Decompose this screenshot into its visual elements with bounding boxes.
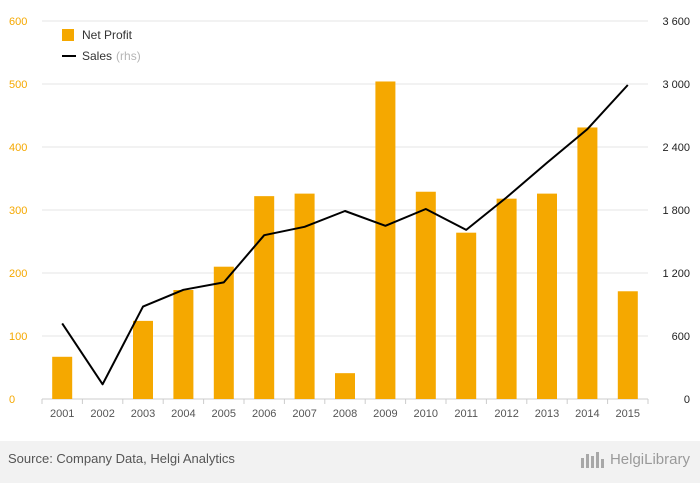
x-axis-tick-label: 2012: [494, 408, 518, 420]
x-axis-tick-label: 2011: [454, 408, 478, 420]
legend-label-sales-suffix: (rhs): [116, 49, 141, 63]
x-axis-tick-label: 2014: [575, 408, 599, 420]
left-axis-tick-label: 500: [9, 79, 27, 91]
bar: [496, 198, 517, 399]
x-axis-tick-label: 2004: [171, 408, 195, 420]
bar: [577, 127, 598, 399]
bar: [456, 232, 477, 399]
x-axis-tick-label: 2001: [50, 408, 74, 420]
legend-label-net-profit: Net Profit: [82, 28, 133, 42]
right-axis-tick-label: 1 200: [662, 268, 690, 280]
right-axis-tick-label: 0: [684, 394, 690, 406]
footer: Source: Company Data, Helgi Analytics He…: [0, 441, 700, 483]
x-axis-tick-label: 2008: [333, 408, 357, 420]
legend-label-sales: Sales (rhs): [82, 49, 141, 63]
right-axis-tick-label: 3 600: [662, 16, 690, 28]
bar: [415, 191, 436, 399]
x-axis-tick-label: 2006: [252, 408, 276, 420]
bar: [52, 356, 73, 399]
x-axis-tick-label: 2005: [212, 408, 236, 420]
right-axis-ticks: 0 600 1 200 1 800 2 400 3 000 3 600: [662, 16, 690, 406]
legend-label-sales-name: Sales: [82, 49, 112, 63]
left-axis-tick-label: 0: [9, 394, 15, 406]
x-axis-tick-label: 2013: [535, 408, 559, 420]
bar: [254, 196, 275, 399]
x-axis-tick-label: 2002: [90, 408, 114, 420]
x-axis-tick-label: 2010: [414, 408, 438, 420]
bar: [133, 320, 153, 399]
right-axis-tick-label: 2 400: [662, 142, 690, 154]
chart: 0 100 200 300 400 500 600 0 600 1 200 1 800 2 400 3…: [9, 16, 690, 420]
brand-name: HelgiLibrary: [609, 450, 690, 468]
x-axis-tick-label: 2015: [616, 408, 640, 420]
brand-logo[interactable]: HelgiLibrary: [580, 449, 690, 469]
right-axis-tick-label: 3 000: [662, 79, 690, 91]
line-series-sales: [61, 84, 629, 386]
x-axis-tick-label: 2009: [373, 408, 397, 420]
left-axis-tick-label: 400: [9, 142, 27, 154]
x-axis-ticks: 2001 2002 2003 2004 2005 2006 2007 2008 2009 2010…: [50, 408, 640, 420]
bar: [537, 193, 557, 399]
left-axis-tick-label: 300: [9, 205, 27, 217]
right-axis-tick-label: 600: [672, 331, 690, 343]
x-axis-tick-label: 2003: [131, 408, 155, 420]
left-axis-tick-label: 100: [9, 331, 27, 343]
bar: [375, 81, 396, 399]
left-axis-tick-label: 600: [9, 16, 27, 28]
left-axis-ticks: 0 100 200 300 400 500 600: [9, 16, 27, 406]
bar: [294, 193, 315, 399]
sales-line: [61, 84, 629, 386]
left-axis-tick-label: 200: [9, 268, 27, 280]
bar: [335, 373, 355, 399]
legend-swatch-net-profit: [62, 29, 74, 41]
source-note: Source: Company Data, Helgi Analytics: [8, 451, 235, 466]
gridlines: [41, 20, 649, 404]
bar: [173, 290, 194, 399]
bar-series-net-profit: [52, 81, 638, 399]
x-axis-tick-label: 2007: [292, 408, 316, 420]
right-axis-tick-label: 1 800: [662, 205, 690, 217]
bar: [213, 266, 234, 399]
legend: Net Profit Sales (rhs): [62, 28, 141, 63]
bar: [617, 291, 638, 399]
helgi-logo-icon: [580, 452, 604, 468]
